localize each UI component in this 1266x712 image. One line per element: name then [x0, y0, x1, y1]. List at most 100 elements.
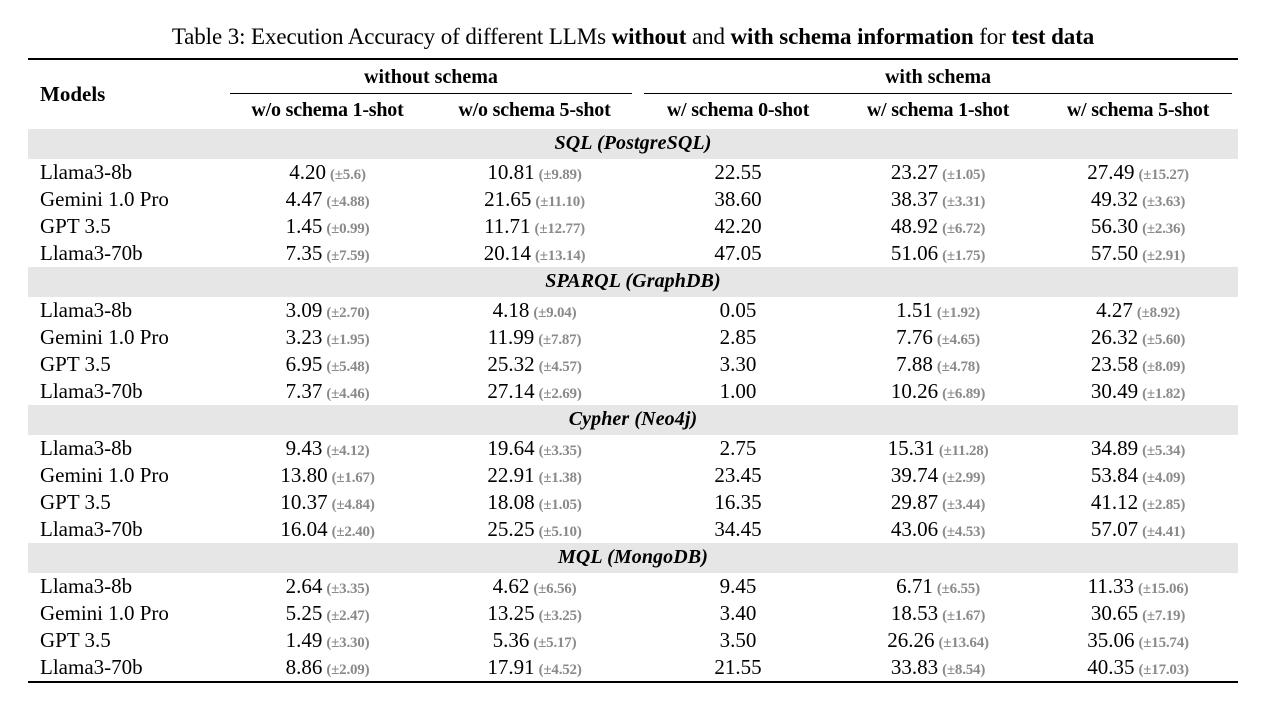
- value-number: 38.60: [714, 187, 762, 211]
- value-std-dev: (±2.09): [326, 662, 370, 678]
- value-std-dev: (±15.74): [1138, 635, 1189, 651]
- value-std-dev: (±5.10): [538, 524, 582, 540]
- value-std-dev: (±2.70): [326, 305, 370, 321]
- table-row: Gemini 1.0 Pro 5.25 (±2.47) 13.25 (±3.25) 3.4…: [28, 600, 1238, 627]
- value-cell: 41.12 (±2.85): [1038, 489, 1238, 516]
- table-row: GPT 3.5 1.45 (±0.99) 11.71 (±12.77) 42.20 48.9…: [28, 213, 1238, 240]
- value-cell: 4.27 (±8.92): [1038, 297, 1238, 324]
- value-std-dev: (±3.35): [326, 581, 370, 597]
- value-cell: 38.60: [638, 186, 838, 213]
- value-number: 43.06: [890, 517, 939, 541]
- value-cell: 16.35: [638, 489, 838, 516]
- value-number: 16.04: [280, 517, 328, 541]
- value-number: 23.58: [1090, 352, 1139, 376]
- value-number: 27.14: [487, 379, 535, 403]
- section-band: SQL (PostgreSQL): [28, 129, 1238, 159]
- value-number: 4.27: [1096, 298, 1133, 322]
- section-band: Cypher (Neo4j): [28, 405, 1238, 435]
- value-number: 11.33: [1087, 574, 1135, 598]
- section-band-label: SQL (PostgreSQL): [28, 129, 1238, 159]
- value-std-dev: (±6.56): [533, 581, 577, 597]
- model-name-cell: Llama3-70b: [40, 241, 143, 265]
- value-cell: 3.09 (±2.70): [224, 297, 431, 324]
- value-std-dev: (±8.92): [1136, 305, 1180, 321]
- value-cell: 3.23 (±1.95): [224, 324, 431, 351]
- value-std-dev: (±5.34): [1142, 443, 1186, 459]
- value-number: 7.76: [896, 325, 933, 349]
- value-cell: 56.30 (±2.36): [1038, 213, 1238, 240]
- value-number: 10.26: [890, 379, 939, 403]
- model-name-cell: Gemini 1.0 Pro: [40, 463, 169, 487]
- table-row: Llama3-70b 8.86 (±2.09) 17.91 (±4.52) 21.55 33…: [28, 654, 1238, 682]
- model-name-cell: Gemini 1.0 Pro: [40, 325, 169, 349]
- value-number: 20.14: [483, 241, 531, 265]
- model-name-cell: Llama3-8b: [40, 436, 133, 460]
- value-number: 10.81: [487, 160, 535, 184]
- value-number: 26.32: [1090, 325, 1139, 349]
- value-number: 8.86: [285, 655, 323, 679]
- value-cell: 4.18 (±9.04): [431, 297, 638, 324]
- value-cell: 27.49 (±15.27): [1038, 159, 1238, 186]
- value-cell: 17.91 (±4.52): [431, 654, 638, 682]
- value-number: 6.95: [285, 352, 323, 376]
- model-name-cell: Gemini 1.0 Pro: [40, 187, 169, 211]
- value-std-dev: (±5.48): [326, 359, 370, 375]
- value-cell: 3.40: [638, 600, 838, 627]
- value-number: 7.88: [896, 352, 933, 376]
- value-number: 5.36: [492, 628, 530, 652]
- value-number: 11.71: [484, 214, 531, 238]
- value-number: 26.26: [887, 628, 935, 652]
- value-number: 38.37: [890, 187, 939, 211]
- value-number: 13.80: [280, 463, 328, 487]
- value-std-dev: (±3.25): [538, 608, 582, 624]
- value-cell: 4.20 (±5.6): [224, 159, 431, 186]
- value-cell: 7.76 (±4.65): [838, 324, 1038, 351]
- value-cell: 22.91 (±1.38): [431, 462, 638, 489]
- value-std-dev: (±1.75): [942, 248, 986, 264]
- value-std-dev: (±7.59): [326, 248, 370, 264]
- value-std-dev: (±2.47): [326, 608, 370, 624]
- column-header-w-5shot: w/ schema 5-shot: [1066, 99, 1210, 121]
- value-number: 7.35: [285, 241, 323, 265]
- value-cell: 53.84 (±4.09): [1038, 462, 1238, 489]
- value-cell: 51.06 (±1.75): [838, 240, 1038, 267]
- column-header-wo-5shot: w/o schema 5-shot: [458, 99, 611, 121]
- value-cell: 42.20: [638, 213, 838, 240]
- value-number: 3.23: [285, 325, 323, 349]
- value-std-dev: (±2.91): [1142, 248, 1186, 264]
- value-number: 19.64: [487, 436, 535, 460]
- value-cell: 16.04 (±2.40): [224, 516, 431, 543]
- value-cell: 11.71 (±12.77): [431, 213, 638, 240]
- value-cell: 23.58 (±8.09): [1038, 351, 1238, 378]
- table-row: Llama3-8b 9.43 (±4.12) 19.64 (±3.35) 2.75 15.3…: [28, 435, 1238, 462]
- value-number: 48.92: [890, 214, 939, 238]
- value-std-dev: (±13.64): [938, 635, 989, 651]
- value-number: 51.06: [890, 241, 939, 265]
- model-name-cell: GPT 3.5: [40, 628, 111, 652]
- model-name-cell: GPT 3.5: [40, 352, 111, 376]
- value-std-dev: (±15.27): [1138, 167, 1189, 183]
- header-models: Models: [40, 82, 106, 106]
- value-number: 18.53: [890, 601, 939, 625]
- value-std-dev: (±4.12): [326, 443, 370, 459]
- value-std-dev: (±4.46): [326, 386, 370, 402]
- value-cell: 7.35 (±7.59): [224, 240, 431, 267]
- value-number: 21.55: [714, 655, 762, 679]
- value-cell: 40.35 (±17.03): [1038, 654, 1238, 682]
- value-number: 29.87: [890, 490, 939, 514]
- value-std-dev: (±4.88): [326, 194, 370, 210]
- model-name-cell: Llama3-8b: [40, 574, 133, 598]
- section-band-label: SPARQL (GraphDB): [28, 267, 1238, 297]
- value-cell: 43.06 (±4.53): [838, 516, 1038, 543]
- value-cell: 18.08 (±1.05): [431, 489, 638, 516]
- value-cell: 26.26 (±13.64): [838, 627, 1038, 654]
- value-cell: 21.65 (±11.10): [431, 186, 638, 213]
- value-number: 7.37: [285, 379, 323, 403]
- table-row: Llama3-70b 7.37 (±4.46) 27.14 (±2.69) 1.00 10.…: [28, 378, 1238, 405]
- value-number: 4.18: [492, 298, 530, 322]
- value-std-dev: (±2.69): [538, 386, 582, 402]
- value-number: 3.30: [719, 352, 757, 376]
- section-band: SPARQL (GraphDB): [28, 267, 1238, 297]
- value-cell: 13.25 (±3.25): [431, 600, 638, 627]
